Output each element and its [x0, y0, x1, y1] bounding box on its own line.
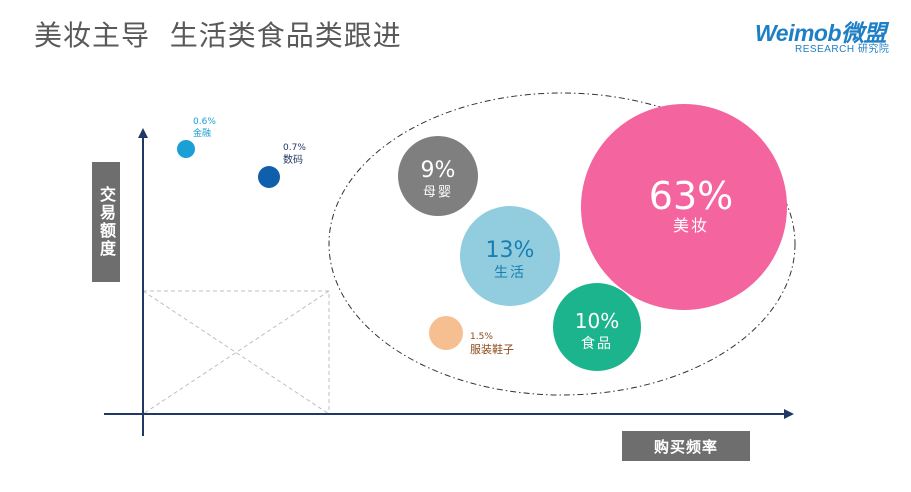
bubble-4 — [460, 206, 560, 306]
bubble-category-label: 母婴 — [423, 185, 453, 200]
bubble-category-label: 服装鞋子 — [470, 342, 514, 356]
bubble-5 — [581, 104, 787, 310]
logo-wordmark: Weimob微盟 — [755, 20, 887, 46]
bubble-category-label: 生活 — [494, 265, 526, 281]
low-quadrant-box — [142, 290, 330, 415]
bubble-3 — [398, 136, 478, 216]
bubble-value-label: 0.6% — [193, 117, 216, 127]
bubble-category-label: 金融 — [193, 127, 211, 139]
bubble-category-label: 食品 — [581, 335, 613, 352]
bubble-value-label: 0.7% — [283, 143, 306, 153]
y-axis-label: 交易额度 — [97, 186, 116, 258]
x-axis-label: 购买频率 — [653, 437, 718, 456]
highlight-ellipse — [328, 92, 796, 396]
bubble-value-label: 10% — [575, 309, 619, 333]
bubble-1 — [177, 140, 195, 158]
bubble-category-label: 数码 — [283, 153, 303, 166]
weimob-logo: Weimob微盟 RESEARCH 研究院 — [755, 14, 895, 58]
bubble-value-label: 13% — [486, 238, 535, 263]
bubble-value-label: 1.5% — [470, 332, 493, 342]
bubble-7 — [553, 283, 641, 371]
bubble-value-label: 9% — [421, 158, 456, 183]
x-axis-label-box: 购买频率 — [622, 431, 750, 461]
page-title: 美妆主导 生活类食品类跟进 — [34, 19, 402, 52]
bubble-category-label: 美妆 — [673, 216, 709, 235]
bubble-value-label: 63% — [649, 174, 733, 218]
bubble-2 — [258, 166, 280, 188]
logo-subtitle: RESEARCH 研究院 — [795, 44, 890, 55]
bubble-6 — [429, 316, 463, 350]
y-axis-label-box: 交易额度 — [92, 162, 120, 282]
